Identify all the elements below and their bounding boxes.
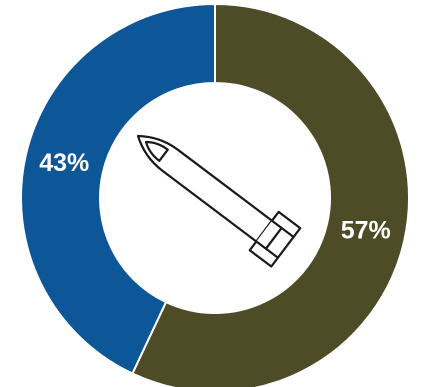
rocket-fins <box>248 210 302 268</box>
rocket-nose <box>144 140 169 162</box>
rocket-fin-lines <box>255 219 295 259</box>
slice <box>131 2 410 387</box>
slice <box>20 2 216 375</box>
rocket-icon <box>136 134 302 268</box>
slices <box>20 2 410 387</box>
value-label: 57% <box>341 216 391 244</box>
value-label: 43% <box>39 149 89 177</box>
